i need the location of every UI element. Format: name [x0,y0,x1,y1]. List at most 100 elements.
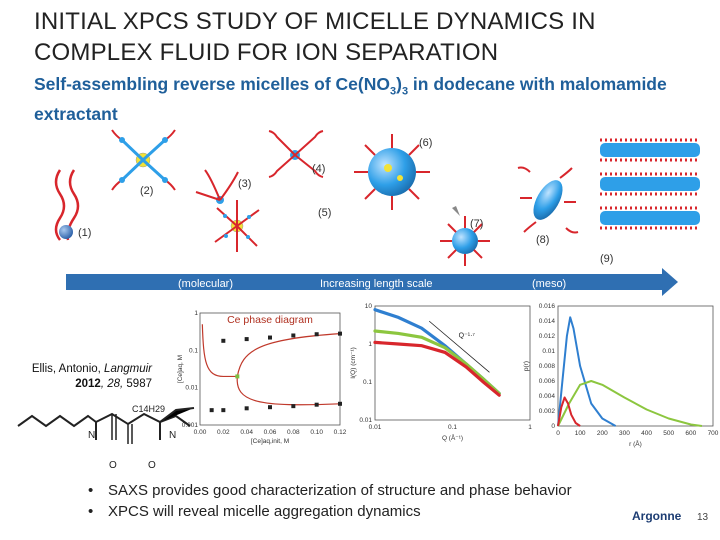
bullet-item: XPCS will reveal micelle aggregation dyn… [88,501,572,522]
subtitle-sub2: 3 [401,85,409,98]
x-tick-label: 0.02 [217,429,230,436]
y-tick-label: 0.014 [539,318,556,325]
power-law-annotation: Q⁻¹·⁷ [459,332,476,339]
arrow-label-center: Increasing length scale [320,278,433,290]
schematic-label-9: (9) [600,253,613,265]
slide-subtitle: Self-assembling reverse micelles of Ce(N… [34,73,684,125]
length-scale-arrow [66,268,678,296]
x-tick-label: 200 [597,430,608,437]
x-tick-label: 0 [556,430,560,437]
citation-page: 5987 [126,378,152,390]
data-point [221,408,226,413]
slide-title: INITIAL XPCS STUDY OF MICELLE DYNAMICS I… [34,8,596,66]
x-axis-label: r (Å) [629,439,642,448]
y-axis-label: [Ce]aq, M [177,355,184,383]
atom-n-left: N [88,430,95,441]
citation: Ellis, Antonio, Langmuir 2012, 28, 5987 [8,362,152,392]
subtitle-part3: in dodecane with malomamide extractant [34,74,667,124]
alkyl-chain-label: C14H29 [132,404,165,414]
x-tick-label: 300 [619,430,630,437]
data-point [268,335,272,340]
y-tick-label: 10 [365,303,373,310]
micelle-schematic: (1) (2) (3) (4) (5) (6) [54,129,700,296]
atom-o-left: O [109,460,117,471]
subtitle-part2: ) [396,74,402,94]
y-tick-label: 1 [368,341,372,348]
x-tick-label: 0.01 [369,424,382,431]
phase-boundary-lower [236,376,341,406]
x-tick-label: 0.00 [194,429,207,436]
schematic-label-4: (4) [312,163,325,175]
pr-series [557,316,617,427]
micelle-8 [517,166,579,234]
saxs-intensity-chart: 0.01 0.1 1 10 1 0.1 0.01 Q (Å⁻¹) I(Q) (cm⁻¹) Q⁻¹·… [350,303,532,442]
y-tick-label: 0.006 [539,378,556,385]
x-tick-label: 0.08 [287,429,300,436]
arrow-label-molecular: (molecular) [178,278,233,290]
micelle-7 [440,206,490,266]
x-tick-label: 1 [528,424,532,431]
schematic-label-2: (2) [140,185,153,197]
schematic-label-6: (6) [419,137,432,149]
plot-frame [374,305,531,421]
subtitle-sub1: 3 [389,85,397,98]
y-tick-label: 0.1 [363,379,372,386]
x-tick-label: 0.06 [264,429,277,436]
atom-n-right: N [169,430,176,441]
data-point [221,338,226,343]
power-law-guide [428,320,490,373]
intensity-series [373,340,501,397]
page-number: 13 [697,512,709,523]
data-point [268,405,272,410]
aggregate-3 [195,169,239,204]
citation-authors: Ellis, Antonio, [31,363,105,375]
data-point [209,408,214,413]
data-point [338,401,342,406]
x-tick-label: 0.10 [310,429,323,436]
y-tick-label: 0.01 [359,417,372,424]
schematic-label-8: (8) [536,234,549,246]
schematic-label-3: (3) [238,178,251,190]
pair-distribution-chart: 0 100 200 300 400 500 600 700 0 0.002 0.004 0.006 0.… [523,303,719,448]
x-tick-label: 700 [708,430,719,437]
intensity-series [373,329,501,395]
y-tick-label: 0.008 [539,363,556,370]
x-axis-label: Q (Å⁻¹) [442,433,463,442]
y-tick-label: 0 [551,423,555,430]
data-point [244,337,249,342]
data-point [244,406,249,411]
aggregate-5 [214,200,260,252]
data-point [314,332,319,337]
x-tick-label: 0.1 [448,424,457,431]
micelle-6 [354,134,430,210]
x-tick-label: 0.12 [334,429,347,436]
arrow-label-meso: (meso) [532,278,566,290]
phase-boundary-upper [236,333,341,377]
citation-journal: Langmuir [104,363,152,375]
argonne-logo: Argonne [632,509,682,523]
chart-title: Ce phase diagram [227,314,313,326]
schematic-label-7: (7) [470,218,483,230]
data-point [314,402,319,407]
y-tick-label: 0.1 [189,347,198,354]
y-tick-label: 0.001 [182,422,199,429]
y-tick-label: 0.016 [539,303,556,310]
x-tick-label: 0.04 [240,429,253,436]
subtitle-part1: Self-assembling reverse micelles of Ce(N… [34,74,390,94]
y-tick-label: 0.01 [185,385,198,392]
y-axis-label: p(r) [523,361,530,371]
atom-o-right: O [148,460,156,471]
y-tick-label: 0.01 [542,348,555,355]
y-tick-label: 1 [194,310,198,317]
lamellar-phase-9 [600,138,700,230]
data-point [235,374,240,379]
aggregate-2 [111,129,176,191]
data-point [338,331,342,336]
y-tick-label: 0.002 [539,408,556,415]
x-tick-label: 600 [685,430,696,437]
x-tick-label: 100 [575,430,586,437]
malonamide-structure: N N O O C14H29 [17,404,195,471]
pr-series [557,396,581,427]
citation-year: 2012 [75,378,101,390]
